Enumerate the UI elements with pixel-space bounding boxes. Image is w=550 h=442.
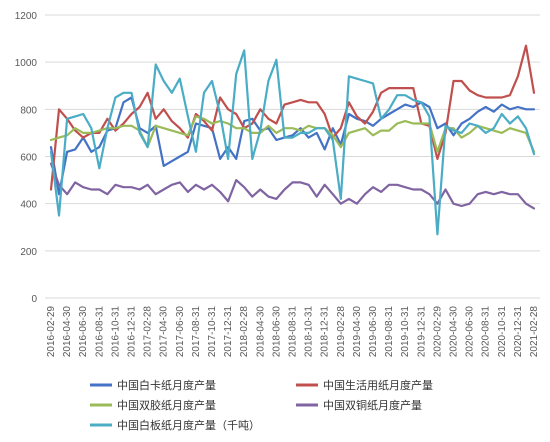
x-tick-label: 2019-06-30	[368, 306, 379, 358]
y-tick-label: 1000	[15, 58, 38, 69]
x-tick-label: 2020-04-30	[449, 306, 460, 358]
series-line-0	[49, 96, 536, 196]
gridlines	[45, 14, 540, 299]
x-tick-label: 2017-02-28	[143, 306, 154, 358]
x-tick-label: 2019-02-28	[336, 306, 347, 358]
legend-label-4: 中国白板纸月度产量（千吨）	[117, 418, 260, 432]
x-tick-label: 2016-06-30	[78, 306, 89, 358]
y-tick-label: 600	[20, 153, 37, 164]
series-line-4	[49, 49, 536, 236]
x-tick-label: 2020-06-30	[465, 306, 476, 358]
series-line-2	[49, 115, 536, 153]
x-tick-label: 2016-04-30	[62, 306, 73, 358]
x-tick-label: 2018-02-28	[239, 306, 250, 358]
x-tick-label: 2018-04-30	[255, 306, 266, 358]
x-tick-label: 2020-12-31	[513, 306, 524, 358]
x-tick-label: 2019-12-31	[416, 306, 427, 358]
x-tick-label: 2016-08-31	[94, 306, 105, 358]
y-tick-label: 800	[20, 105, 37, 116]
x-tick-label: 2019-08-31	[384, 306, 395, 358]
x-tick-label: 2018-10-31	[304, 306, 315, 358]
x-tick-label: 2016-02-29	[46, 306, 57, 358]
legend-label-3: 中国双铜纸月度产量	[323, 398, 422, 412]
legend-label-2: 中国双胶纸月度产量	[117, 398, 216, 412]
y-tick-label: 400	[20, 200, 37, 211]
series-lines	[49, 44, 536, 236]
x-tick-label: 2017-04-30	[159, 306, 170, 358]
x-tick-label: 2018-12-31	[320, 306, 331, 358]
x-tick-label: 2016-10-31	[110, 306, 121, 358]
legend-label-1: 中国生活用纸月度产量	[323, 378, 433, 392]
y-axis-ticks: 0 200 400 600 800 1000 1200	[15, 11, 38, 305]
x-tick-label: 2018-06-30	[271, 306, 282, 358]
x-tick-label: 2020-02-29	[432, 306, 443, 358]
legend-label-0: 中国白卡纸月度产量	[117, 378, 216, 392]
y-tick-label: 1200	[15, 11, 38, 22]
x-tick-label: 2017-08-31	[191, 306, 202, 358]
x-tick-label: 2020-08-31	[481, 306, 492, 358]
series-line-3	[49, 162, 536, 210]
x-tick-label: 2019-04-30	[352, 306, 363, 358]
x-tick-label: 2017-10-31	[207, 306, 218, 358]
x-tick-label: 2018-08-31	[288, 306, 299, 358]
series-line-1	[49, 44, 536, 191]
x-tick-label: 2017-06-30	[175, 306, 186, 358]
x-axis-ticks: 2016-02-29 2016-04-30 2016-06-30 2016-08-31…	[46, 306, 540, 358]
x-tick-label: 2020-10-31	[497, 306, 508, 358]
y-tick-label: 200	[20, 247, 37, 258]
x-tick-label: 2019-10-31	[400, 306, 411, 358]
x-tick-label: 2021-02-28	[529, 306, 540, 358]
y-tick-label: 0	[31, 294, 37, 305]
x-tick-label: 2016-12-31	[127, 306, 138, 358]
x-tick-label: 2017-12-31	[223, 306, 234, 358]
